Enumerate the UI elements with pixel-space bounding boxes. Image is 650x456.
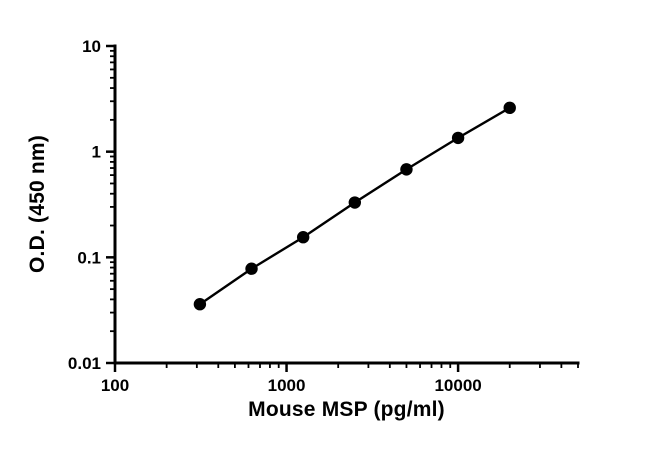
y-axis-label: O.D. (450 nm) bbox=[26, 135, 49, 273]
axes bbox=[113, 44, 580, 365]
axis-ticks bbox=[106, 44, 579, 372]
svg-text:1: 1 bbox=[92, 143, 101, 162]
svg-text:10000: 10000 bbox=[434, 376, 481, 395]
svg-text:1000: 1000 bbox=[268, 376, 306, 395]
svg-text:0.1: 0.1 bbox=[77, 248, 101, 267]
data-series bbox=[193, 101, 516, 311]
x-axis-label: Mouse MSP (pg/ml) bbox=[248, 398, 445, 421]
svg-text:0.01: 0.01 bbox=[68, 354, 101, 373]
tick-labels: 100 1000 10000 0.01 0.1 1 10 bbox=[68, 37, 482, 395]
svg-text:100: 100 bbox=[101, 376, 129, 395]
svg-text:10: 10 bbox=[82, 37, 101, 56]
